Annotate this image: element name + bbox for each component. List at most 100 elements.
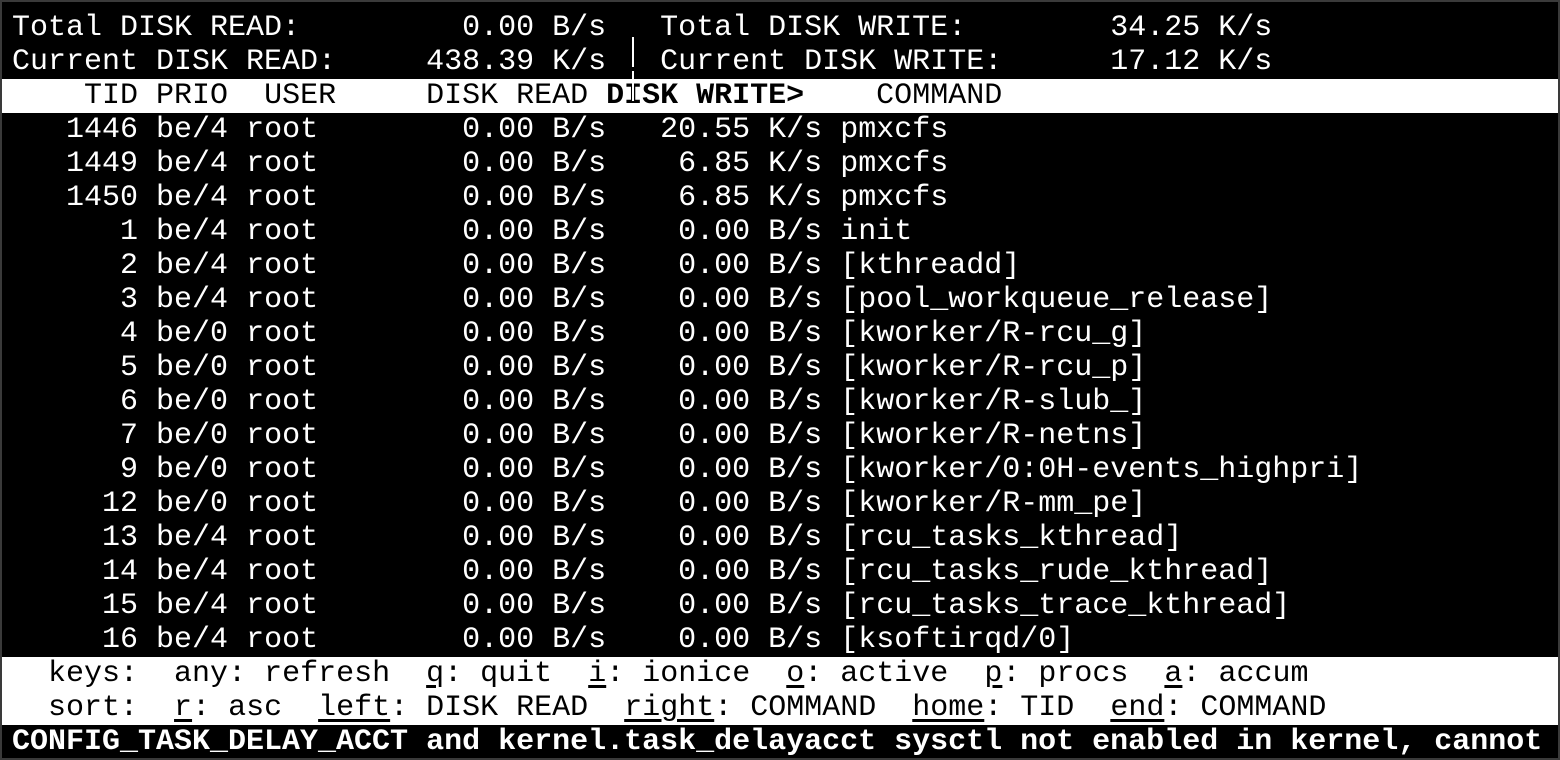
total-io-line: Total DISK READ: 0.00 B/s Total DISK WRI… — [12, 11, 1558, 67]
process-row[interactable]: 16 be/4 root 0.00 B/s 0.00 B/s [ksoftirq… — [12, 623, 1558, 657]
command-cell: init — [840, 215, 913, 249]
command-cell: pmxcfs — [840, 181, 949, 215]
process-row[interactable]: 4 be/0 root 0.00 B/s 0.00 B/s [kworker/R… — [12, 317, 1558, 351]
user-cell: root — [246, 453, 319, 487]
command-cell: [kworker/R-netns] — [840, 419, 1147, 453]
sort-desc: asc — [228, 691, 283, 725]
keys-desc: quit — [480, 657, 553, 691]
command-cell: [kworker/0:0H-events_highpri] — [840, 453, 1363, 487]
total-write-label: Total DISK WRITE: — [660, 11, 967, 45]
tid-cell: 4 — [12, 317, 139, 351]
tid-cell: 2 — [12, 249, 139, 283]
column-header-tid[interactable]: TID — [12, 79, 139, 113]
user-cell: root — [246, 351, 319, 385]
user-cell: root — [246, 317, 319, 351]
tid-cell: 1 — [12, 215, 139, 249]
keys-key-a[interactable]: a — [1164, 657, 1183, 691]
process-row[interactable]: 3 be/4 root 0.00 B/s 0.00 B/s [pool_work… — [12, 283, 1558, 317]
prio-cell: be/0 — [156, 385, 229, 419]
disk-read-cell: 0.00 B/s — [318, 589, 607, 623]
disk-read-cell: 0.00 B/s — [318, 385, 607, 419]
keys-key-any[interactable]: any — [174, 657, 229, 691]
prio-cell: be/0 — [156, 487, 229, 521]
process-row[interactable]: 5 be/0 root 0.00 B/s 0.00 B/s [kworker/R… — [12, 351, 1558, 385]
tid-cell: 15 — [12, 589, 139, 623]
process-row[interactable]: 12 be/0 root 0.00 B/s 0.00 B/s [kworker/… — [12, 487, 1558, 521]
user-cell: root — [246, 487, 319, 521]
column-header-prio[interactable]: PRIO — [138, 79, 247, 113]
process-row[interactable]: 9 be/0 root 0.00 B/s 0.00 B/s [kworker/0… — [12, 453, 1558, 487]
command-cell: [pool_workqueue_release] — [840, 283, 1273, 317]
disk-read-cell: 0.00 B/s — [318, 555, 607, 589]
process-row[interactable]: 1 be/4 root 0.00 B/s 0.00 B/s init — [12, 215, 1558, 249]
disk-write-cell: 0.00 B/s — [606, 487, 823, 521]
disk-read-cell: 0.00 B/s — [318, 521, 607, 555]
process-row[interactable]: 14 be/4 root 0.00 B/s 0.00 B/s [rcu_task… — [12, 555, 1558, 589]
prio-cell: be/4 — [156, 181, 229, 215]
keys-desc: ionice — [642, 657, 751, 691]
column-header-user[interactable]: USER — [246, 79, 337, 113]
prio-cell: be/4 — [156, 283, 229, 317]
tid-cell: 1449 — [12, 147, 139, 181]
user-cell: root — [246, 623, 319, 657]
process-row[interactable]: 1449 be/4 root 0.00 B/s 6.85 K/s pmxcfs — [12, 147, 1558, 181]
process-row[interactable]: 15 be/4 root 0.00 B/s 0.00 B/s [rcu_task… — [12, 589, 1558, 623]
disk-write-cell: 0.00 B/s — [606, 317, 823, 351]
user-cell: root — [246, 385, 319, 419]
disk-read-cell: 0.00 B/s — [318, 215, 607, 249]
user-cell: root — [246, 215, 319, 249]
current-read-label: Current DISK READ: — [12, 45, 337, 79]
keys-key-q[interactable]: q — [426, 657, 445, 691]
user-cell: root — [246, 521, 319, 555]
column-header-command[interactable]: COMMAND — [804, 79, 1003, 113]
disk-write-cell: 0.00 B/s — [606, 215, 823, 249]
total-read-value: 0.00 B/s — [300, 11, 607, 45]
process-row[interactable]: 1446 be/4 root 0.00 B/s 20.55 K/s pmxcfs — [12, 113, 1558, 147]
keys-key-i[interactable]: i — [588, 657, 607, 691]
process-list: 1446 be/4 root 0.00 B/s 20.55 K/s pmxcfs… — [12, 113, 1558, 657]
sort-key-home[interactable]: home — [912, 691, 985, 725]
disk-read-cell: 0.00 B/s — [318, 351, 607, 385]
tid-cell: 12 — [12, 487, 139, 521]
sort-key-right[interactable]: right — [624, 691, 715, 725]
disk-read-cell: 0.00 B/s — [318, 249, 607, 283]
keys-desc: active — [840, 657, 949, 691]
prio-cell: be/4 — [156, 589, 229, 623]
sort-key-r[interactable]: r — [174, 691, 193, 725]
prio-cell: be/0 — [156, 317, 229, 351]
keys-desc: accum — [1218, 657, 1309, 691]
sort-key-left[interactable]: left — [318, 691, 391, 725]
process-row[interactable]: 13 be/4 root 0.00 B/s 0.00 B/s [rcu_task… — [12, 521, 1558, 555]
prio-cell: be/4 — [156, 555, 229, 589]
process-row[interactable]: 2 be/4 root 0.00 B/s 0.00 B/s [kthreadd] — [12, 249, 1558, 283]
user-cell: root — [246, 555, 319, 589]
tid-cell: 1450 — [12, 181, 139, 215]
column-header-read[interactable]: DISK READ — [336, 79, 589, 113]
prio-cell: be/0 — [156, 419, 229, 453]
process-row[interactable]: 1450 be/4 root 0.00 B/s 6.85 K/s pmxcfs — [12, 181, 1558, 215]
tid-cell: 3 — [12, 283, 139, 317]
keys-key-o[interactable]: o — [786, 657, 805, 691]
sort-key-end[interactable]: end — [1110, 691, 1165, 725]
disk-write-cell: 0.00 B/s — [606, 249, 823, 283]
prio-cell: be/0 — [156, 453, 229, 487]
disk-write-cell: 0.00 B/s — [606, 589, 823, 623]
prio-cell: be/4 — [156, 249, 229, 283]
user-cell: root — [246, 419, 319, 453]
process-row[interactable]: 6 be/0 root 0.00 B/s 0.00 B/s [kworker/R… — [12, 385, 1558, 419]
command-cell: [rcu_tasks_rude_kthread] — [840, 555, 1273, 589]
tid-cell: 7 — [12, 419, 139, 453]
disk-read-cell: 0.00 B/s — [318, 181, 607, 215]
prio-cell: be/4 — [156, 521, 229, 555]
prio-cell: be/0 — [156, 351, 229, 385]
tid-cell: 6 — [12, 385, 139, 419]
sort-desc: TID — [1020, 691, 1075, 725]
command-cell: pmxcfs — [840, 113, 949, 147]
keys-key-p[interactable]: p — [984, 657, 1003, 691]
warning-message: CONFIG_TASK_DELAY_ACCT and kernel.task_d… — [12, 725, 1543, 759]
column-header-write[interactable]: DISK WRITE> — [588, 79, 805, 113]
current-read-value: 438.39 K/s — [336, 45, 607, 79]
user-cell: root — [246, 181, 319, 215]
process-row[interactable]: 7 be/0 root 0.00 B/s 0.00 B/s [kworker/R… — [12, 419, 1558, 453]
